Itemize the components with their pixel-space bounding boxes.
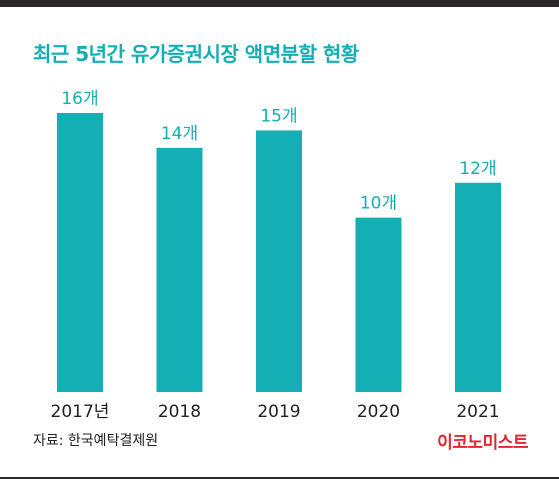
bar-1 — [156, 147, 203, 392]
top-border — [0, 0, 559, 7]
bar-0 — [57, 113, 103, 392]
bar-value-label: 14개 — [161, 124, 198, 144]
bar-value-label: 10개 — [360, 194, 397, 214]
bar-value-label: 16개 — [61, 89, 98, 109]
brand-logo: 이코노미스트 — [437, 433, 528, 453]
x-tick-label: 2018 — [158, 402, 201, 422]
bar-2 — [256, 130, 302, 392]
bar-3 — [355, 217, 402, 392]
bottom-border — [0, 477, 559, 479]
bar-value-label: 12개 — [459, 159, 496, 179]
bar-4 — [455, 182, 501, 392]
chart-title: 최근 5년간 유가증권시장 액면분할 현황 — [33, 42, 359, 66]
x-tick-label: 2020 — [357, 402, 400, 422]
bar-value-label: 15개 — [260, 106, 297, 126]
x-tick-label: 2017년 — [51, 402, 110, 422]
source-note: 자료: 한국예탁결제원 — [33, 433, 159, 449]
x-tick-label: 2019 — [257, 402, 300, 422]
x-tick-label: 2021 — [456, 402, 499, 422]
